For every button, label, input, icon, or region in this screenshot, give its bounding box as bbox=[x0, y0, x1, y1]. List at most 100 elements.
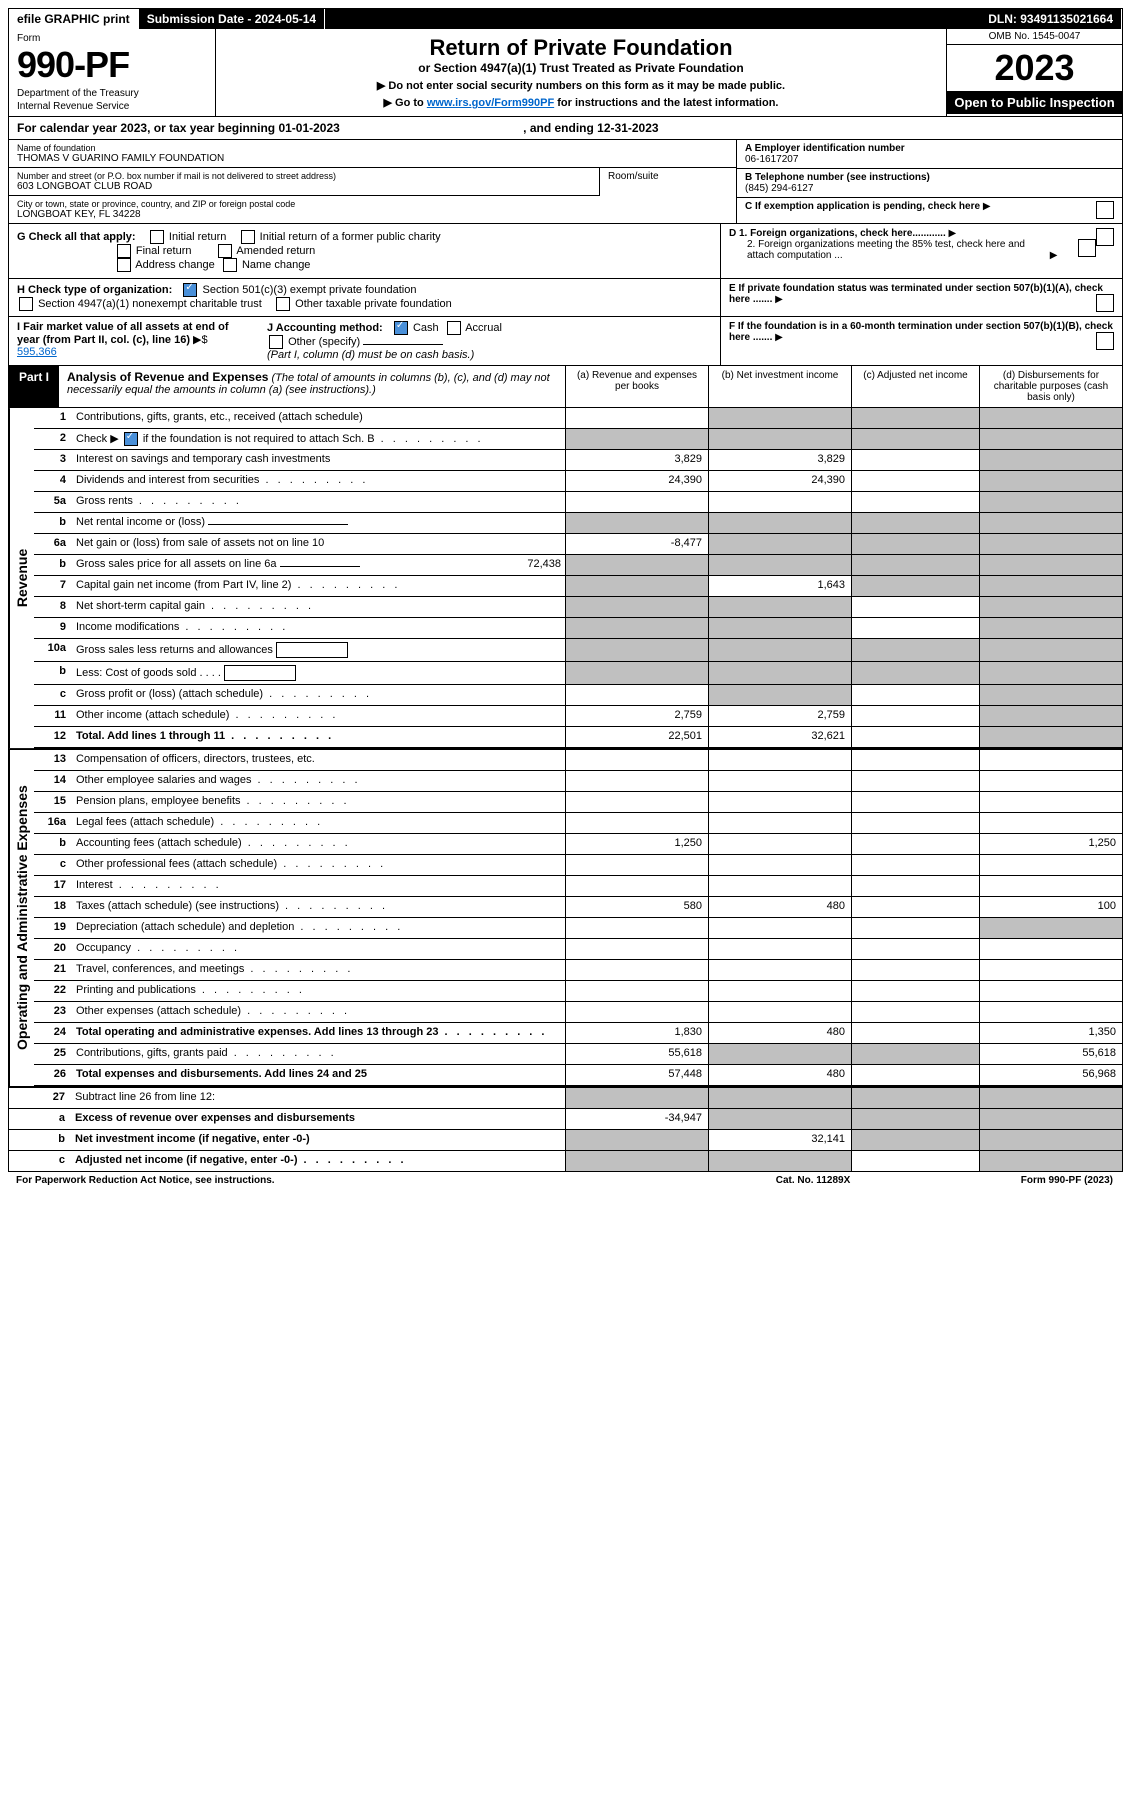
cell-b bbox=[708, 534, 851, 554]
part1-title-cell: Analysis of Revenue and Expenses (The to… bbox=[59, 366, 565, 407]
cell-b bbox=[708, 685, 851, 705]
d2-checkbox[interactable] bbox=[1078, 239, 1096, 257]
part1-header: Part I Analysis of Revenue and Expenses … bbox=[9, 366, 1122, 408]
row-label: Less: Cost of goods sold . . . . bbox=[72, 662, 565, 684]
cell-d bbox=[979, 639, 1122, 661]
spacer bbox=[325, 9, 980, 29]
note-ssn: ▶ Do not enter social security numbers o… bbox=[228, 79, 934, 92]
row-26: 26 Total expenses and disbursements. Add… bbox=[34, 1065, 1122, 1086]
cell-d bbox=[979, 576, 1122, 596]
h-4947-checkbox[interactable] bbox=[19, 297, 33, 311]
g-name-checkbox[interactable] bbox=[223, 258, 237, 272]
form-number: 990-PF bbox=[17, 44, 207, 86]
cell-d bbox=[979, 685, 1122, 705]
j-cash: Cash bbox=[413, 322, 439, 334]
ein-value: 06-1617207 bbox=[745, 154, 798, 165]
irs-link[interactable]: www.irs.gov/Form990PF bbox=[427, 97, 554, 109]
cell-b bbox=[708, 429, 851, 449]
col-a-header: (a) Revenue and expenses per books bbox=[565, 366, 708, 407]
cell-a bbox=[565, 639, 708, 661]
cell-b: 1,643 bbox=[708, 576, 851, 596]
g-amended-checkbox[interactable] bbox=[218, 244, 232, 258]
cell-d bbox=[979, 408, 1122, 428]
i-section: I Fair market value of all assets at end… bbox=[17, 321, 247, 361]
d1-label: D 1. Foreign organizations, check here..… bbox=[729, 228, 946, 239]
cell-d bbox=[979, 450, 1122, 470]
cell-b bbox=[708, 639, 851, 661]
e-label: E If private foundation status was termi… bbox=[729, 283, 1103, 305]
row-label: Gross sales less returns and allowances bbox=[72, 639, 565, 661]
i-value[interactable]: 595,366 bbox=[17, 346, 57, 358]
row-12: 12 Total. Add lines 1 through 11 22,501 … bbox=[34, 727, 1122, 748]
cal-year-text: For calendar year 2023, or tax year begi… bbox=[17, 121, 340, 135]
ein-label: A Employer identification number bbox=[745, 143, 905, 154]
j-label: J Accounting method: bbox=[267, 322, 383, 334]
h-other-checkbox[interactable] bbox=[276, 297, 290, 311]
cell-d bbox=[979, 429, 1122, 449]
j-accrual-checkbox[interactable] bbox=[447, 321, 461, 335]
row-label: Gross profit or (loss) (attach schedule) bbox=[72, 685, 565, 705]
revenue-side-label: Revenue bbox=[9, 408, 34, 748]
g-initial-checkbox[interactable] bbox=[150, 230, 164, 244]
h-501c3-checkbox[interactable] bbox=[183, 283, 197, 297]
cell-c bbox=[851, 576, 979, 596]
foundation-name: THOMAS V GUARINO FAMILY FOUNDATION bbox=[17, 153, 728, 164]
cell-c bbox=[851, 534, 979, 554]
cell-c bbox=[851, 471, 979, 491]
cell-a: 22,501 bbox=[565, 727, 708, 747]
row-3: 3 Interest on savings and temporary cash… bbox=[34, 450, 1122, 471]
cell-a bbox=[565, 429, 708, 449]
cell-b bbox=[708, 555, 851, 575]
name-cell: Name of foundation THOMAS V GUARINO FAMI… bbox=[9, 140, 736, 168]
cell-b bbox=[708, 618, 851, 638]
row-label: Net short-term capital gain bbox=[72, 597, 565, 617]
schb-checkbox[interactable] bbox=[124, 432, 138, 446]
revenue-section: Revenue 1 Contributions, gifts, grants, … bbox=[9, 408, 1122, 748]
room-suite: Room/suite bbox=[599, 168, 736, 196]
e-checkbox[interactable] bbox=[1096, 294, 1114, 312]
d1-checkbox[interactable] bbox=[1096, 228, 1114, 246]
cell-a bbox=[565, 618, 708, 638]
: Contributions, gifts, grants, etc., rece… bbox=[72, 408, 565, 428]
form-label: Form bbox=[17, 33, 207, 44]
cell-a bbox=[565, 513, 708, 533]
row-11: 11 Other income (attach schedule) 2,759 … bbox=[34, 706, 1122, 727]
row-label: Capital gain net income (from Part IV, l… bbox=[72, 576, 565, 596]
addr-cell: Number and street (or P.O. box number if… bbox=[9, 168, 599, 196]
g-opt3: Final return bbox=[136, 245, 192, 257]
row-27b: b Net investment income (if negative, en… bbox=[9, 1130, 1122, 1151]
cal-year-ending: , and ending 12-31-2023 bbox=[523, 121, 658, 135]
j-other-checkbox[interactable] bbox=[269, 335, 283, 349]
footer-left: For Paperwork Reduction Act Notice, see … bbox=[16, 1175, 713, 1186]
row-6a: 6a Net gain or (loss) from sale of asset… bbox=[34, 534, 1122, 555]
cell-b bbox=[708, 492, 851, 512]
cell-c bbox=[851, 429, 979, 449]
header-row: Form 990-PF Department of the Treasury I… bbox=[9, 29, 1122, 117]
row-label: Income modifications bbox=[72, 618, 565, 638]
part1-title: Analysis of Revenue and Expenses bbox=[67, 370, 268, 384]
g-final-checkbox[interactable] bbox=[117, 244, 131, 258]
city-label: City or town, state or province, country… bbox=[17, 199, 728, 209]
cell-d bbox=[979, 555, 1122, 575]
phone-label: B Telephone number (see instructions) bbox=[745, 172, 930, 183]
cell-a: -8,477 bbox=[565, 534, 708, 554]
dln: DLN: 93491135021664 bbox=[980, 9, 1122, 29]
g-former-checkbox[interactable] bbox=[241, 230, 255, 244]
row-num: 10a bbox=[34, 639, 72, 661]
row-1: 1 Contributions, gifts, grants, etc., re… bbox=[34, 408, 1122, 429]
j-cash-checkbox[interactable] bbox=[394, 321, 408, 335]
cell-d bbox=[979, 534, 1122, 554]
addr-label: Number and street (or P.O. box number if… bbox=[17, 171, 591, 181]
g-label: G Check all that apply: bbox=[17, 231, 136, 243]
footer-mid: Cat. No. 11289X bbox=[713, 1175, 913, 1186]
g-address-checkbox[interactable] bbox=[117, 258, 131, 272]
info-right: A Employer identification number 06-1617… bbox=[737, 140, 1122, 223]
f-checkbox[interactable] bbox=[1096, 332, 1114, 350]
cell-d bbox=[979, 513, 1122, 533]
c-label: C If exemption application is pending, c… bbox=[745, 201, 980, 212]
j-note: (Part I, column (d) must be on cash basi… bbox=[267, 349, 474, 361]
row-num: c bbox=[34, 685, 72, 705]
row-num: 1 bbox=[34, 408, 72, 428]
cell-c bbox=[851, 450, 979, 470]
c-checkbox[interactable] bbox=[1096, 201, 1114, 219]
